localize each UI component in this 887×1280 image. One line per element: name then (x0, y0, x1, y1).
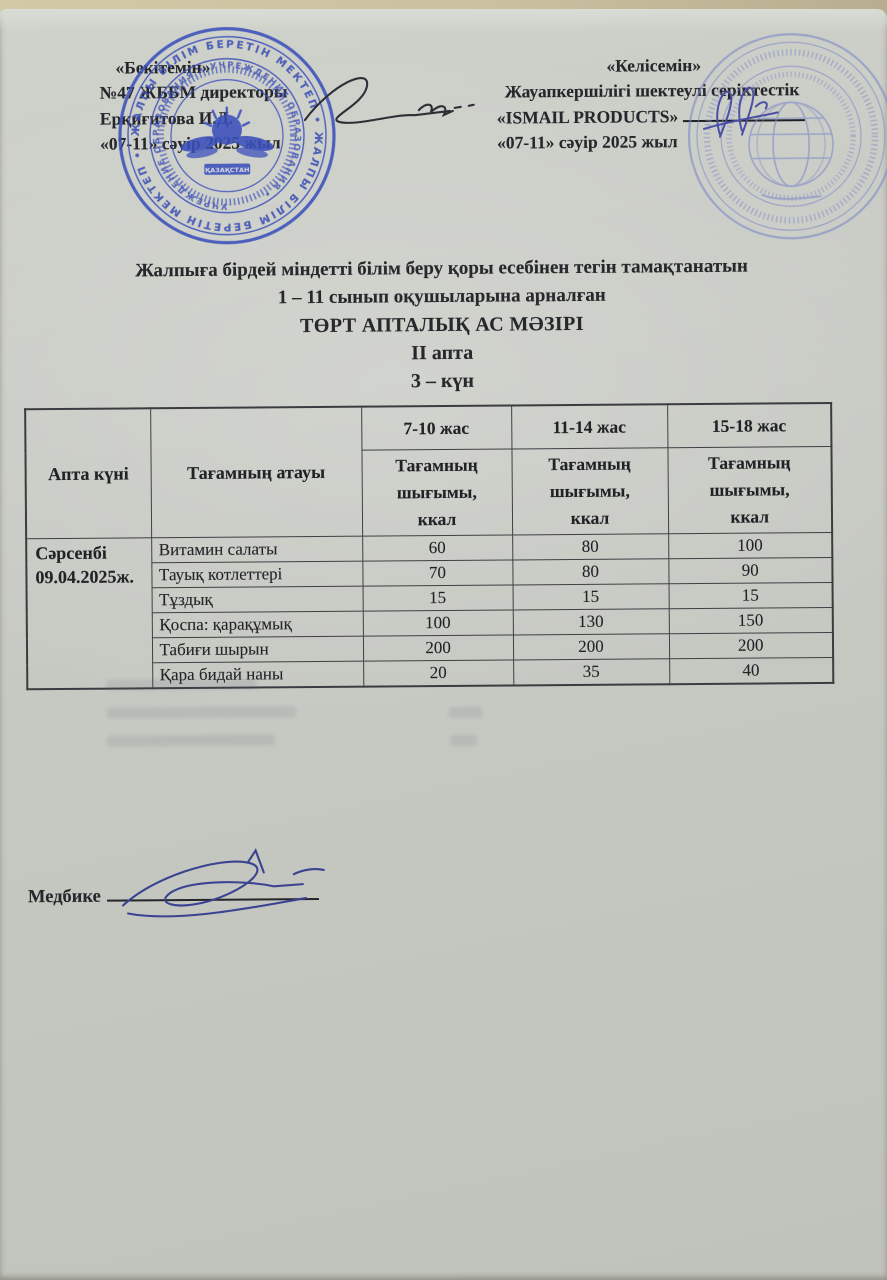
dish-name: Қоспа: қарақұмық (151, 611, 363, 639)
school-stamp-country-label: ҚАЗАҚСТАН (205, 166, 249, 174)
kcal-7-10: 100 (362, 610, 513, 637)
column-header-age-15-18: 15-18 жас (667, 402, 832, 448)
kcal-15-18: 90 (668, 557, 833, 585)
kcal-15-18: 15 (668, 582, 833, 610)
dish-name: Табиғи шырын (151, 636, 364, 664)
kcal-11-14: 200 (512, 634, 670, 661)
kcal-15-18: 200 (668, 632, 834, 660)
page-content: «Бекітемін» №47 ЖББМ директоры Ерқиғитов… (0, 9, 887, 1280)
kcal-15-18: 40 (669, 657, 834, 685)
kcal-11-14: 35 (513, 659, 670, 686)
kcal-15-18: 100 (668, 532, 833, 560)
dish-name: Витамин салаты (151, 536, 363, 564)
director-signature (303, 77, 475, 124)
dish-name: Тұздық (151, 586, 363, 614)
approval-date: «07-11» сәуір 2025 жыл (99, 132, 281, 154)
kcal-7-10: 200 (362, 635, 514, 662)
kcal-7-10: 20 (363, 660, 514, 687)
nurse-signature-row: Медбике (27, 883, 319, 908)
column-subheader-output-3: Тағамның шығымы, ккал (667, 446, 833, 535)
column-subheader-output-1: Тағамның шығымы, ккал (361, 448, 513, 537)
kcal-11-14: 130 (512, 609, 669, 636)
nurse-label: Медбике (27, 886, 101, 908)
title-line-day: 3 – күн (410, 369, 475, 393)
agreement-company-type: Жауапкершілігі шектеулі серіктестік (504, 79, 800, 102)
kcal-7-10: 15 (362, 585, 513, 612)
nurse-signature-line (106, 883, 319, 902)
agreement-company-line: «ISMAIL PRODUCTS» (497, 103, 805, 131)
column-subheader-output-2: Тағамның шығымы, ккал (511, 447, 669, 536)
document-title-block: Жалпыға бірдей міндетті білім беру қоры … (0, 252, 886, 399)
column-header-day: Апта күні (25, 408, 152, 540)
bleed-through-mark (450, 734, 477, 746)
kcal-7-10: 70 (362, 560, 513, 587)
kcal-11-14: 15 (512, 584, 669, 611)
agreement-block: «Келісемін» Жауапкершілігі шектеулі сері… (496, 52, 805, 156)
kcal-15-18: 150 (668, 607, 833, 635)
day-cell: Сәрсенбі 09.04.2025ж. (26, 538, 153, 690)
day-name: Сәрсенбі (35, 543, 107, 564)
agreement-signature-line (682, 105, 805, 122)
agreement-title: «Келісемін» (606, 54, 702, 76)
column-header-age-11-14: 11-14 жас (511, 404, 668, 449)
day-date: 09.04.2025ж. (35, 566, 135, 587)
approval-block: «Бекітемін» №47 ЖББМ директоры Ерқиғитов… (99, 54, 288, 157)
bleed-through-mark (448, 706, 483, 718)
column-header-dish: Тағамның атауы (150, 406, 363, 539)
approval-director: №47 ЖББМ директоры (99, 81, 288, 104)
dish-name: Тауық котлеттері (151, 561, 363, 589)
approval-name: Ерқиғитова И.Д. (99, 107, 234, 129)
bleed-through-mark (106, 706, 297, 719)
scanned-document-page: «Бекітемін» №47 ЖББМ директоры Ерқиғитов… (0, 9, 887, 1280)
menu-table: Апта күні Тағамның атауы 7-10 жас 11-14 … (24, 401, 835, 691)
kcal-11-14: 80 (512, 534, 669, 561)
agreement-date: «07-11» сәуір 2025 жыл (496, 131, 678, 153)
column-header-age-7-10: 7-10 жас (361, 405, 512, 451)
kcal-7-10: 60 (362, 535, 513, 562)
agreement-company-name: «ISMAIL PRODUCTS» (496, 105, 679, 128)
dish-name: Қара бидай наны (152, 661, 364, 689)
approval-title: «Бекітемін» (115, 56, 211, 78)
bleed-through-mark (106, 734, 275, 747)
kcal-11-14: 80 (512, 559, 669, 586)
